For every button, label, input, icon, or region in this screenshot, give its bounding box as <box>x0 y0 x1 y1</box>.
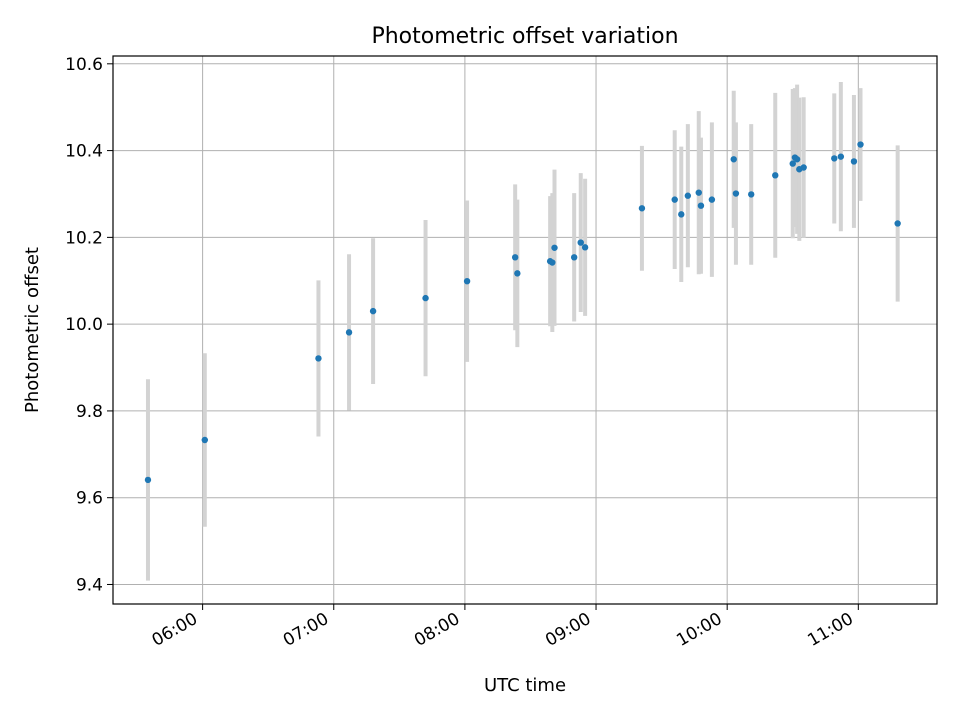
data-point <box>514 270 521 277</box>
data-point <box>581 244 589 251</box>
data-point <box>789 160 796 167</box>
data-point <box>695 189 702 196</box>
data-point <box>697 202 705 209</box>
data-point <box>422 294 429 302</box>
data-point <box>638 205 646 212</box>
data-point <box>857 141 864 148</box>
y-tick-label: 9.8 <box>76 402 103 422</box>
data-point <box>671 196 678 203</box>
y-tick-label: 10.0 <box>65 315 103 335</box>
data-point <box>345 329 353 336</box>
data-point <box>511 254 519 261</box>
data-point <box>549 259 556 266</box>
data-point <box>894 220 901 227</box>
plot-frame <box>112 55 938 605</box>
data-point <box>708 196 716 203</box>
y-axis-label: Photometric offset <box>22 247 43 413</box>
y-axis-ticks: 9.4 9.6 9.8 10.0 10.2 10.4 10.6 <box>65 55 113 595</box>
data-point <box>201 436 208 444</box>
data-point <box>730 156 737 163</box>
data-point <box>850 158 858 165</box>
y-tick-label: 10.6 <box>65 55 103 75</box>
data-point <box>570 254 578 261</box>
data-point <box>577 239 584 246</box>
data-point <box>831 155 838 162</box>
chart-title: Photometric offset variation <box>371 24 678 49</box>
data-point <box>315 355 322 362</box>
y-tick-label: 10.2 <box>65 228 103 248</box>
y-tick-label: 9.4 <box>76 575 103 595</box>
data-point <box>463 277 471 285</box>
x-axis-label: UTC time <box>484 675 566 696</box>
data-point <box>837 153 845 160</box>
data-point <box>678 211 685 218</box>
data-point <box>551 244 558 251</box>
y-tick-label: 9.6 <box>76 489 103 509</box>
y-tick-label: 10.4 <box>65 142 103 162</box>
data-point <box>748 191 755 198</box>
data-point <box>144 476 152 484</box>
data-point <box>684 192 692 199</box>
data-point <box>793 156 801 163</box>
data-points <box>144 141 901 484</box>
data-point <box>800 164 807 171</box>
data-point <box>732 190 740 197</box>
data-point <box>772 172 779 179</box>
data-point <box>369 307 377 315</box>
grid <box>113 56 937 604</box>
